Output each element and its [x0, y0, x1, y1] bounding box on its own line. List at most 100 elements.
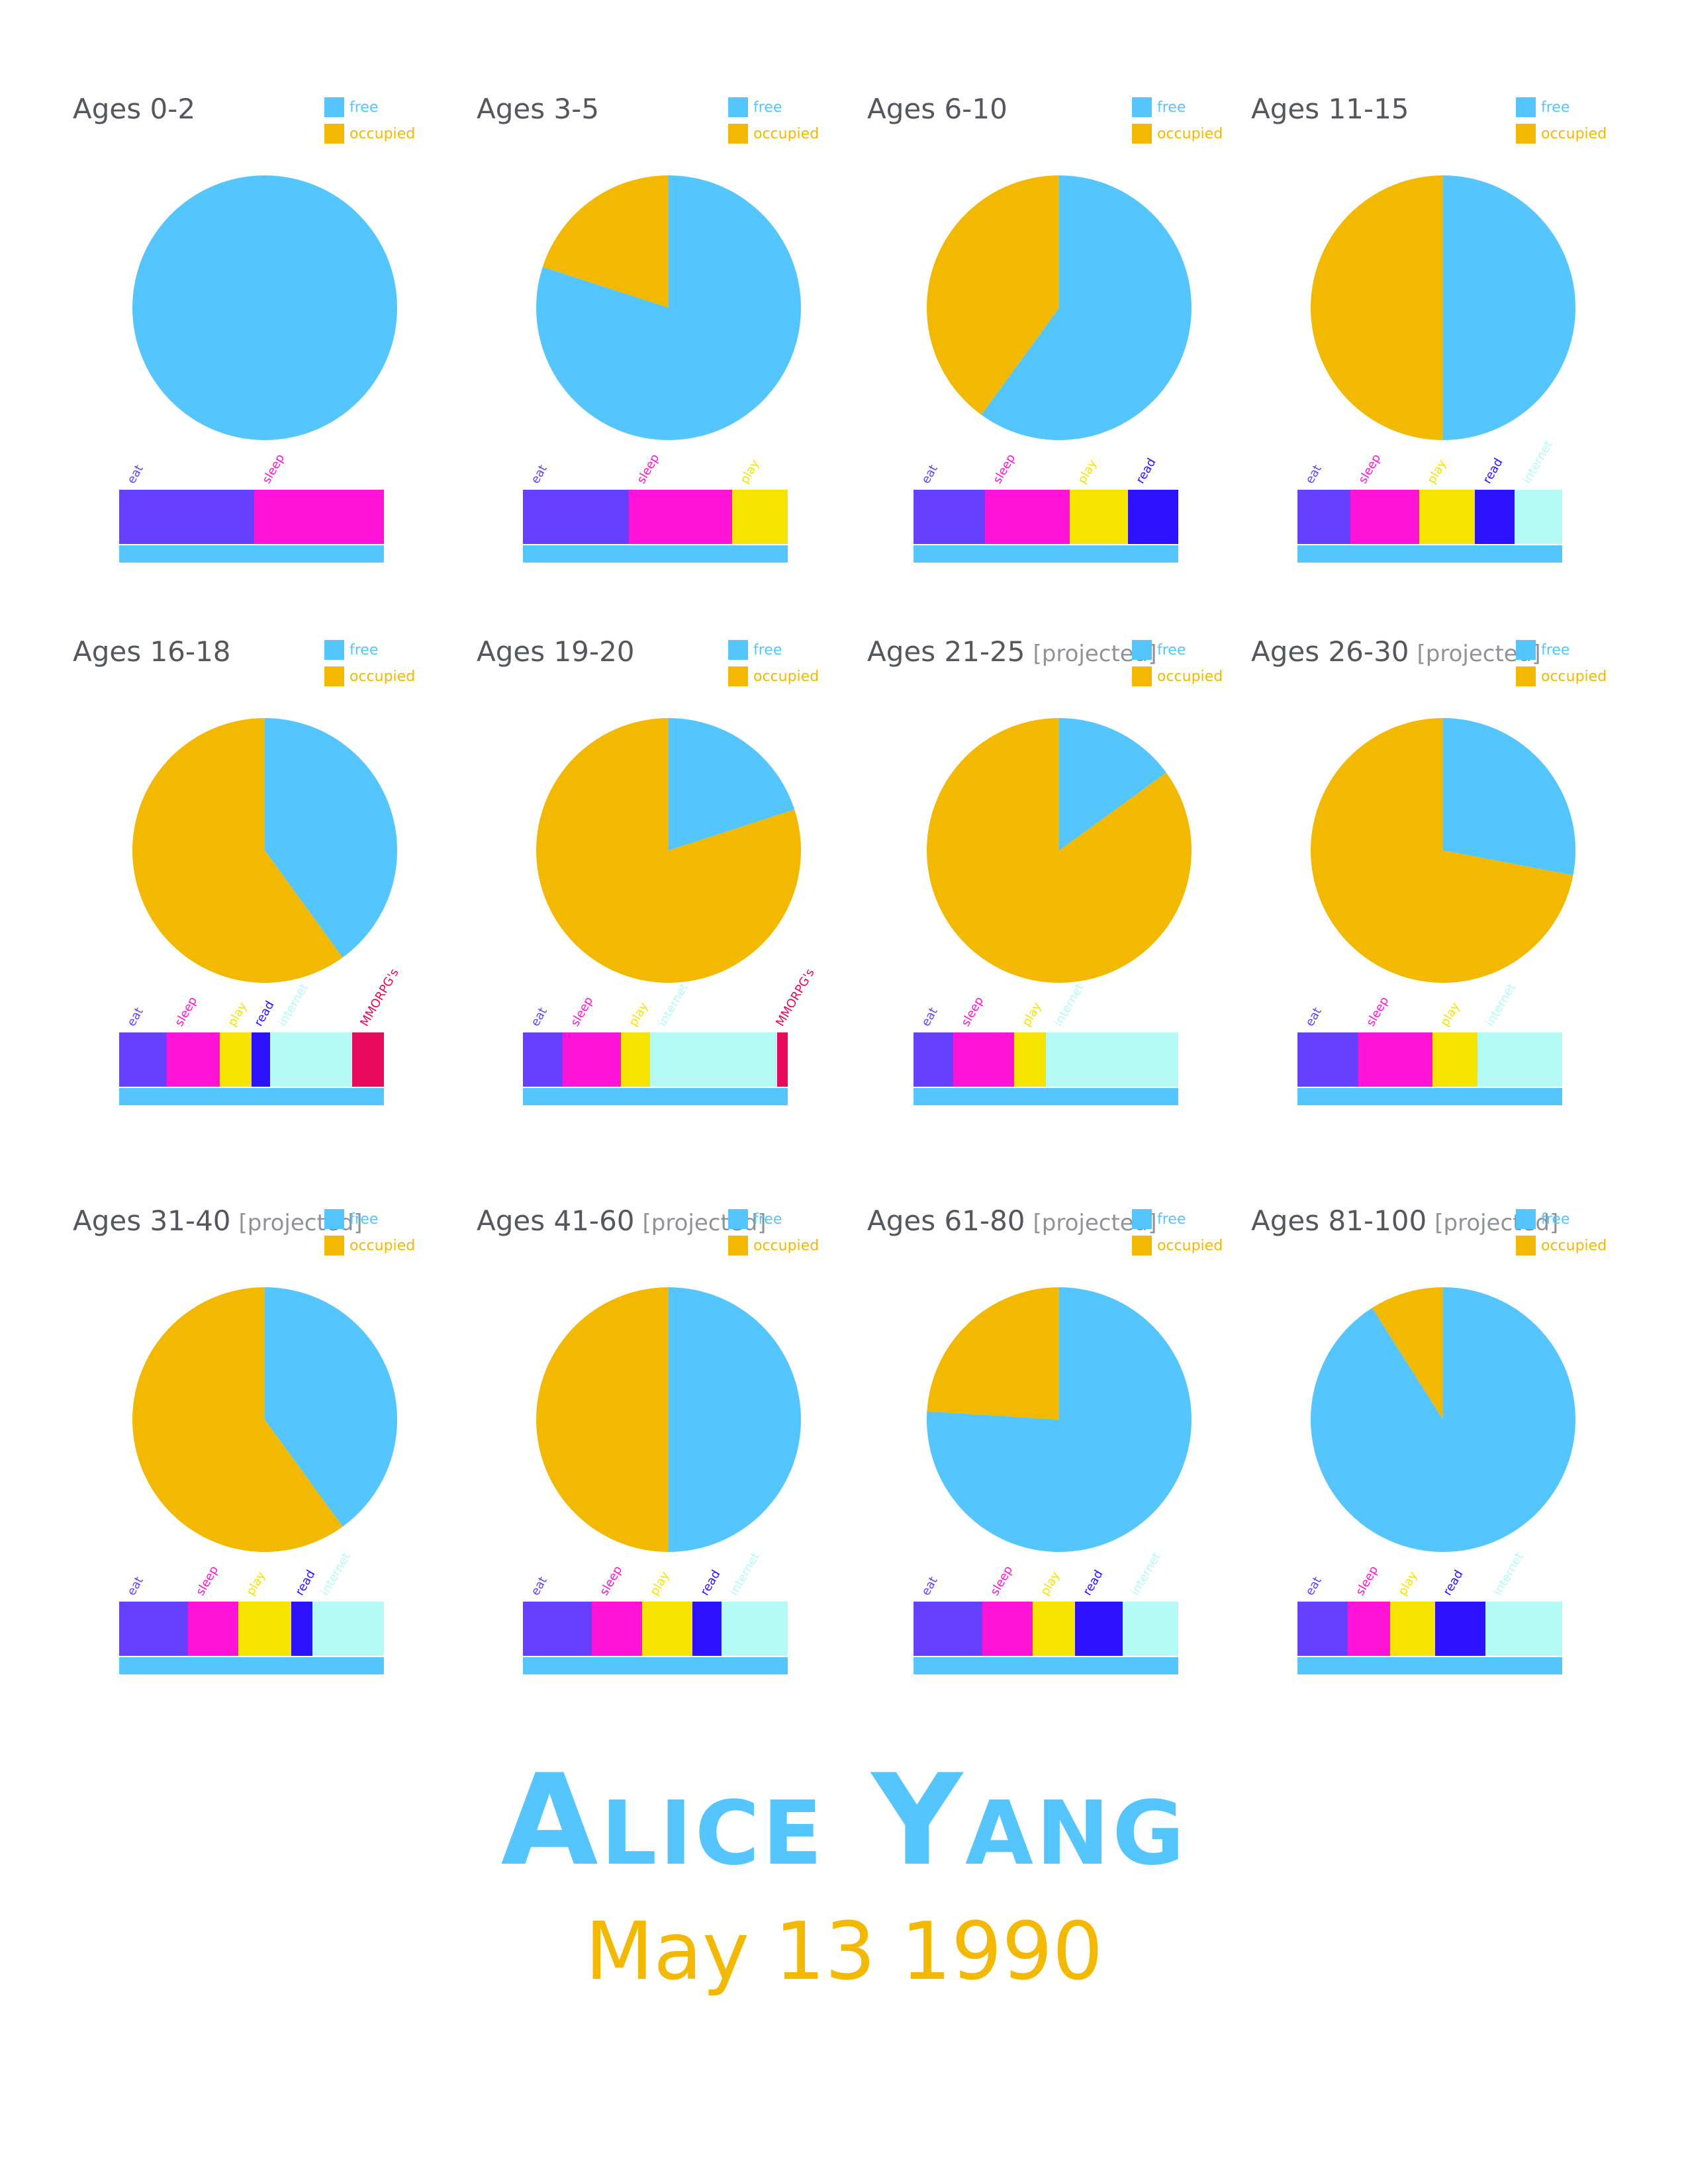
age-range-label: Ages 31-40	[73, 1205, 231, 1237]
activity-segment-read	[1435, 1602, 1485, 1656]
panel-chart-svg: eat sleep play	[523, 175, 801, 563]
legend-label: occupied	[1157, 668, 1223, 685]
activity-label-internet: internet	[318, 1550, 353, 1598]
activity-segment-play	[1390, 1602, 1435, 1656]
legend: free occupied	[1516, 94, 1607, 147]
panel-ages-3-5: Ages 3-5 free occupied eat sleep play	[477, 93, 874, 622]
activity-segment-sleep	[982, 1602, 1033, 1656]
activity-segment-sleep	[1358, 1032, 1432, 1087]
activity-segment-eat	[1297, 490, 1350, 544]
activity-label-play: play	[1019, 1000, 1044, 1029]
activity-label-eat: eat	[919, 1574, 941, 1598]
activity-label-play: play	[647, 1569, 672, 1598]
legend-label: occupied	[350, 125, 416, 142]
legend-swatch	[1516, 1236, 1536, 1255]
age-range-label: Ages 0-2	[73, 93, 196, 125]
activity-label-eat: eat	[919, 1005, 941, 1029]
legend: free occupied	[728, 94, 819, 147]
activity-segment-eat	[523, 1602, 592, 1656]
activity-label-sleep: sleep	[959, 994, 986, 1028]
panel-ages-0-2: Ages 0-2 free occupied eat sleep	[73, 93, 470, 622]
panel-ages-11-15: Ages 11-15 free occupied eat sleep play read in…	[1251, 93, 1648, 622]
legend-item-occupied: occupied	[324, 1232, 415, 1259]
panel-ages-26-30: Ages 26-30 [projected] free occupied eat slee…	[1251, 635, 1648, 1165]
activity-label-eat: eat	[919, 463, 941, 486]
activity-segment-play	[642, 1602, 692, 1656]
legend-label: occupied	[1157, 125, 1223, 142]
legend-item-free: free	[1516, 1206, 1607, 1232]
activity-baseline-bar	[1297, 1657, 1562, 1674]
activity-segment-sleep	[1350, 490, 1419, 544]
pie-slice-occupied	[132, 1287, 343, 1552]
activity-label-sleep: sleep	[1356, 451, 1383, 486]
legend-item-occupied: occupied	[728, 663, 819, 690]
legend-item-occupied: occupied	[1132, 1232, 1223, 1259]
activity-segment-eat	[914, 1032, 953, 1087]
activity-segment-sleep	[254, 490, 384, 544]
activity-segment-internet	[1515, 490, 1562, 544]
activity-label-mmorpg-s: MMORPG's	[773, 966, 818, 1028]
activity-label-sleep: sleep	[1364, 994, 1391, 1028]
activity-segment-eat	[523, 490, 629, 544]
panel-chart-svg: eat sleep play read internet	[119, 1287, 397, 1674]
activity-baseline-bar	[1297, 545, 1562, 563]
legend-item-occupied: occupied	[1516, 120, 1607, 147]
legend-swatch	[1132, 666, 1152, 686]
activity-label-read: read	[1440, 1568, 1466, 1598]
legend-item-free: free	[324, 1206, 415, 1232]
age-range-label: Ages 19-20	[477, 635, 635, 668]
activity-baseline-bar	[1297, 1088, 1562, 1105]
legend-item-occupied: occupied	[728, 1232, 819, 1259]
legend-swatch	[1132, 640, 1152, 660]
panel-chart-svg: eat sleep play read internet	[1297, 175, 1575, 563]
legend-swatch	[324, 666, 344, 686]
activity-label-play: play	[1438, 1000, 1462, 1029]
legend-item-occupied: occupied	[1132, 663, 1223, 690]
age-range-label: Ages 16-18	[73, 635, 231, 668]
activity-label-sleep: sleep	[990, 451, 1018, 486]
activity-label-play: play	[225, 1000, 250, 1029]
panel-chart-svg: eat sleep play read internet	[1297, 1287, 1575, 1674]
legend-swatch	[1516, 1209, 1536, 1229]
legend-label: occupied	[350, 668, 416, 685]
activity-segment-sleep	[167, 1032, 220, 1087]
activity-baseline-bar	[523, 1088, 788, 1105]
activity-label-eat: eat	[1303, 1574, 1325, 1598]
legend-label: occupied	[1541, 125, 1607, 142]
legend-swatch	[324, 1209, 344, 1229]
activity-segment-internet	[722, 1602, 788, 1656]
legend-label: free	[1541, 641, 1570, 659]
activity-baseline-bar	[119, 1088, 384, 1105]
legend-item-free: free	[324, 637, 415, 663]
activity-segment-internet	[312, 1602, 384, 1656]
legend-item-free: free	[728, 94, 819, 120]
panel-title: Ages 19-20	[477, 635, 635, 668]
legend-swatch	[324, 640, 344, 660]
activity-label-play: play	[1395, 1569, 1420, 1598]
activity-segment-play	[1419, 490, 1475, 544]
legend-swatch	[1132, 1209, 1152, 1229]
activity-segment-read	[1475, 490, 1515, 544]
activity-label-eat: eat	[124, 463, 146, 486]
legend-label: occupied	[753, 668, 820, 685]
legend-item-free: free	[324, 94, 415, 120]
legend-label: free	[350, 641, 379, 659]
legend-label: free	[1157, 99, 1186, 116]
activity-label-internet: internet	[1491, 1550, 1526, 1598]
panel-ages-16-18: Ages 16-18 free occupied eat sleep play read in…	[73, 635, 470, 1165]
pie-slice-occupied	[1311, 175, 1443, 440]
panel-ages-21-25: Ages 21-25 [projected] free occupied eat slee…	[867, 635, 1264, 1165]
activity-segment-eat	[523, 1032, 563, 1087]
activity-label-eat: eat	[1303, 1005, 1325, 1029]
activity-segment-internet	[270, 1032, 352, 1087]
activity-label-play: play	[737, 457, 762, 486]
author-name: Alice Yang	[500, 1747, 1188, 1893]
activity-label-play: play	[244, 1569, 268, 1598]
activity-segment-eat	[119, 1032, 167, 1087]
legend-label: free	[350, 1210, 379, 1228]
activity-label-read: read	[1080, 1568, 1105, 1598]
legend-label: occupied	[1541, 668, 1607, 685]
activity-label-sleep: sleep	[259, 451, 287, 486]
activity-label-sleep: sleep	[193, 1563, 221, 1598]
panel-ages-61-80: Ages 61-80 [projected] free occupied eat slee…	[867, 1205, 1264, 1734]
